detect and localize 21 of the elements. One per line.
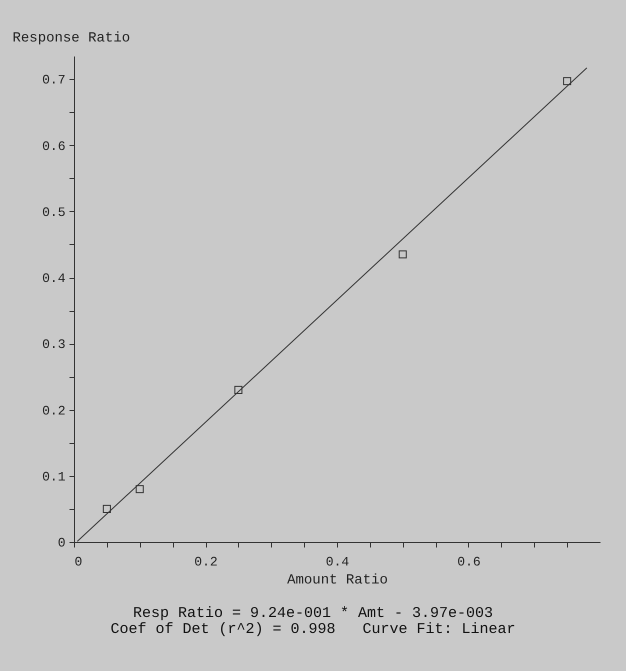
y-tick-label: 0.1 [42, 469, 66, 484]
point [136, 485, 144, 494]
text: Resp Ratio = 9.24e-001 * Amt - 3.97e-003 [132, 605, 494, 622]
x-tick-label: 0.6 [457, 554, 481, 570]
y-tick-label: 0.2 [42, 403, 66, 418]
y-tick-label: 0.3 [42, 337, 66, 352]
text: Coef of Det (r^2) = 0.998 Curve Fit: Linear [109, 621, 517, 638]
x-tick-label: 0 [74, 554, 82, 570]
y-tick-label: 0.7 [42, 72, 66, 88]
y-tick-label: 0.6 [42, 138, 66, 154]
point [102, 504, 111, 513]
point [563, 77, 572, 86]
y-tick-label: 0.4 [42, 271, 66, 286]
y-tick-label: 0 [58, 536, 66, 550]
y-axis-title: Response Ratio [12, 30, 130, 46]
x-axis-title: Amount Ratio [287, 572, 388, 588]
point [398, 250, 407, 258]
x-tick-label: 0.4 [326, 554, 350, 570]
x-tick-label: 0.2 [194, 554, 218, 570]
point [234, 386, 242, 394]
y-tick-label: 0.5 [42, 204, 66, 220]
